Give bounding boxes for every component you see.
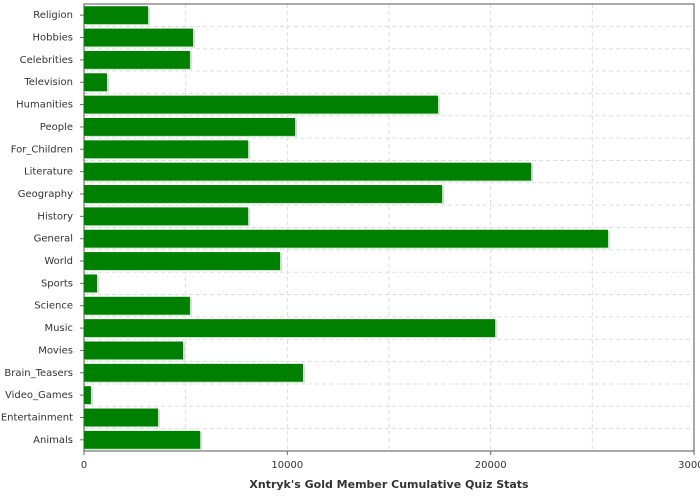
plot-frame xyxy=(83,3,695,452)
bar xyxy=(84,185,443,203)
bar xyxy=(84,6,149,25)
y-tick-label: Television xyxy=(23,77,73,88)
bar xyxy=(84,341,184,360)
x-axis-label: Xntryk's Gold Member Cumulative Quiz Sta… xyxy=(249,478,529,491)
bar xyxy=(84,252,281,270)
bar xyxy=(84,408,159,427)
x-tick-label: 10000 xyxy=(271,460,303,471)
bar xyxy=(84,73,107,92)
y-tick-label: People xyxy=(40,122,73,133)
bar xyxy=(84,95,439,114)
bar xyxy=(84,140,249,159)
y-tick-label: For_Children xyxy=(11,144,73,155)
bar xyxy=(84,207,249,226)
y-tick-label: World xyxy=(44,256,73,267)
bar xyxy=(84,386,91,405)
y-tick-label: Hobbies xyxy=(33,33,73,44)
bar xyxy=(84,28,193,47)
bar xyxy=(84,50,190,69)
y-tick-label: Brain_Teasers xyxy=(4,368,73,379)
bar xyxy=(84,229,608,248)
bar xyxy=(84,117,296,136)
y-tick-label: Science xyxy=(34,301,73,312)
x-tick-label: 20000 xyxy=(475,460,507,471)
y-tick-label: Music xyxy=(45,323,73,334)
y-tick-label: Sports xyxy=(41,278,73,289)
y-tick-label: Literature xyxy=(24,167,73,178)
bar xyxy=(84,430,201,449)
bar xyxy=(84,363,303,382)
y-tick-label: Animals xyxy=(33,435,73,446)
y-tick-label: General xyxy=(34,234,73,245)
y-tick-label: Humanities xyxy=(16,100,73,111)
y-tick-label: Religion xyxy=(33,10,73,21)
y-tick-label: Geography xyxy=(18,189,73,200)
y-tick-label: Celebrities xyxy=(20,55,73,66)
y-tick-label: History xyxy=(37,211,73,222)
x-tick-label: 30000 xyxy=(678,460,700,471)
bar xyxy=(84,319,496,338)
bar xyxy=(84,274,98,293)
y-tick-label: Video_Games xyxy=(5,390,73,401)
x-tick-label: 0 xyxy=(81,460,87,471)
y-tick-label: Movies xyxy=(38,345,73,356)
bar xyxy=(84,162,532,181)
y-tick-label: Entertainment xyxy=(1,412,73,423)
bar xyxy=(84,296,190,315)
